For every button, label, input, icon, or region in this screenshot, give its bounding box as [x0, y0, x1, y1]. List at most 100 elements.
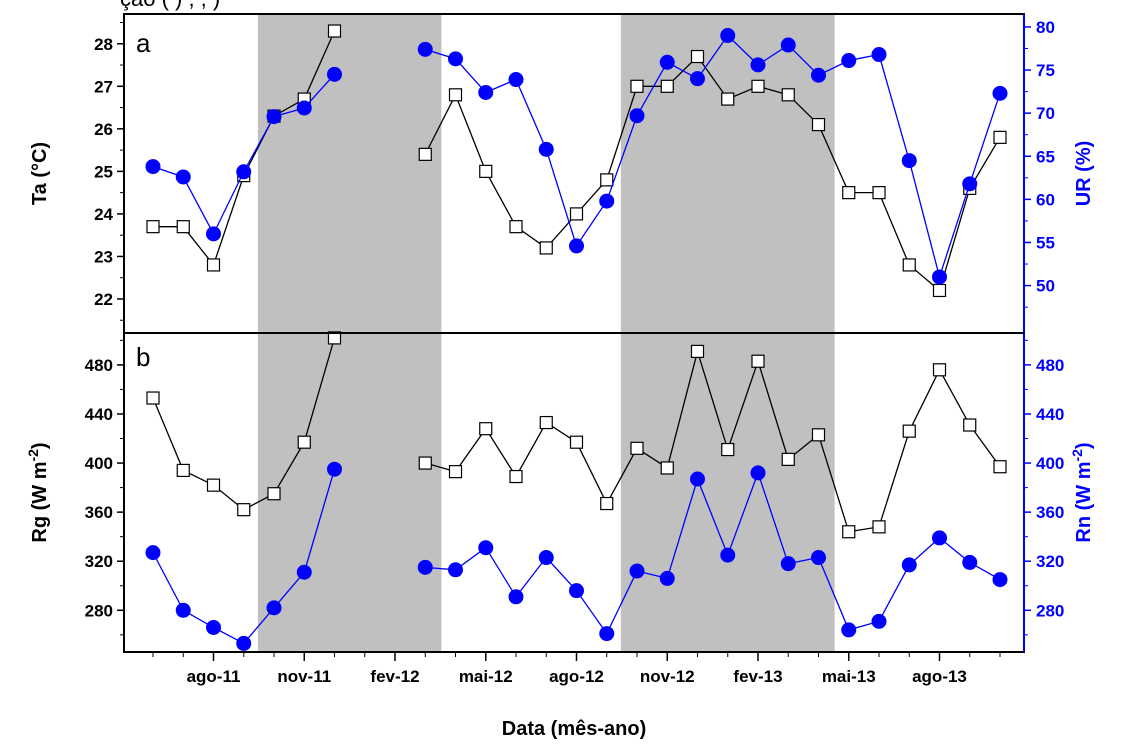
left-tick-label: 24: [94, 205, 113, 224]
ur-point: [599, 193, 615, 209]
ur-series: [145, 28, 1008, 285]
right-tick-label: 360: [1036, 503, 1064, 522]
panel-b-label: b: [136, 342, 150, 372]
ta-point: [721, 92, 735, 106]
right-tick-label: 440: [1036, 405, 1064, 424]
shaded-period-1: [620, 333, 835, 652]
ta-point: [690, 49, 705, 64]
ta-point: [872, 186, 886, 200]
ta-point: [146, 220, 160, 234]
ur-line-segment-1: [425, 34, 1001, 280]
ta-point: [479, 164, 493, 178]
ur-point: [659, 54, 675, 70]
ur-point: [175, 169, 191, 185]
rg-series: [146, 331, 1007, 539]
rg-axis-title-sup: -2: [25, 449, 41, 462]
right-tick-label: 280: [1036, 601, 1064, 620]
ta-point: [206, 258, 221, 272]
rg-point: [902, 424, 916, 438]
rg-point: [872, 520, 886, 534]
rg-point: [479, 422, 493, 436]
ta-point: [751, 79, 765, 93]
ur-point: [296, 100, 312, 116]
ta-point: [660, 79, 674, 93]
panel-a-label: a: [136, 28, 151, 58]
rg-point: [418, 456, 432, 470]
right-tick-label: 400: [1036, 454, 1064, 473]
rn-point: [599, 626, 615, 642]
right-tick-label: 80: [1036, 18, 1055, 37]
dry-season-shading-b: [257, 333, 835, 652]
ta-point: [902, 258, 916, 272]
right-tick-label: 75: [1036, 61, 1055, 80]
ur-point: [448, 51, 463, 67]
ta-point: [630, 79, 644, 93]
right-tick-label: 60: [1036, 190, 1055, 209]
ur-point: [992, 85, 1008, 101]
ur-point: [629, 108, 645, 124]
rn-point: [780, 556, 796, 572]
rn-point: [478, 540, 494, 556]
ta-point: [993, 130, 1007, 144]
left-tick-label: 26: [94, 120, 113, 139]
rn-axis-title-base: Rn (W m: [1073, 462, 1095, 543]
x-tick-label: mai-12: [459, 667, 513, 686]
ta-point: [327, 24, 342, 38]
rg-point: [297, 435, 311, 449]
left-tick-label: 360: [85, 503, 113, 522]
ur-point: [145, 159, 161, 175]
ur-point: [538, 141, 554, 157]
left-tick-label: 25: [94, 162, 113, 181]
rn-point: [962, 554, 978, 570]
left-tick-label: 27: [94, 77, 113, 96]
rn-series: [145, 461, 1008, 651]
rg-point: [600, 496, 614, 511]
ur-point: [841, 53, 857, 69]
ur-point: [780, 37, 796, 53]
rn-point: [750, 465, 766, 481]
right-tick-label: 55: [1036, 233, 1055, 252]
x-tick-label: nov-11: [277, 667, 331, 686]
rn-point: [327, 461, 342, 477]
ur-point: [266, 109, 282, 125]
rg-point: [781, 452, 795, 466]
ur-point: [901, 153, 917, 169]
rg-point: [932, 363, 947, 377]
left-tick-label: 440: [85, 405, 113, 424]
rg-point: [569, 435, 584, 449]
dry-season-shading-a: [257, 14, 835, 333]
rn-point: [992, 572, 1008, 588]
rn-line-segment-1: [425, 470, 1001, 635]
rg-point: [448, 465, 463, 479]
x-tick-label: nov-12: [640, 667, 695, 686]
rn-axis-ticks: 280 320 360 400 440 480: [1024, 339, 1064, 636]
rn-axis-title-sup: -2: [1069, 449, 1085, 462]
rn-point: [236, 635, 252, 651]
ur-point: [569, 238, 584, 254]
rg-point: [660, 461, 674, 475]
ur-point: [811, 67, 826, 83]
left-tick-label: 23: [94, 247, 113, 266]
rn-point: [841, 622, 857, 638]
rg-point: [963, 418, 977, 432]
left-tick-label: 280: [85, 601, 113, 620]
ur-point: [720, 28, 736, 44]
rn-point: [629, 563, 645, 579]
rg-point: [176, 463, 190, 478]
right-tick-label: 320: [1036, 552, 1064, 571]
rg-point: [206, 478, 221, 492]
rn-point: [296, 564, 312, 580]
ur-point: [508, 72, 524, 88]
ur-point: [750, 57, 766, 73]
x-tick-label: ago-11: [187, 667, 241, 686]
rn-point: [145, 545, 161, 561]
rn-point: [690, 471, 705, 487]
ur-point: [206, 226, 221, 242]
left-tick-label: 28: [94, 35, 113, 54]
right-tick-label: 480: [1036, 356, 1064, 375]
ur-point: [962, 176, 978, 192]
rg-axis-ticks: 280 320 360 400 440 480: [85, 339, 124, 636]
ur-axis-ticks: 50 55 60 65 70 75 80: [1024, 18, 1055, 308]
